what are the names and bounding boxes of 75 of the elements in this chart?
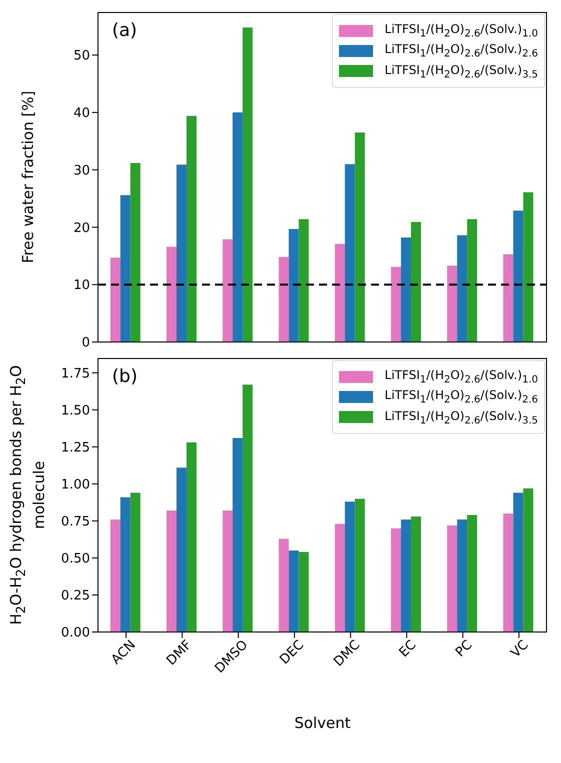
bar [334, 524, 345, 632]
bar [232, 438, 243, 632]
bar [400, 519, 411, 632]
annotation: (a) [112, 20, 138, 41]
bar [242, 27, 253, 342]
y-tick-label: 10 [73, 278, 90, 294]
y-tick-label: 1.00 [61, 478, 90, 493]
y-tick-label: 0.50 [61, 552, 90, 567]
x-axis-title: Solvent [293, 714, 352, 732]
y-tick-label: 0.75 [61, 514, 90, 530]
bar [400, 238, 411, 342]
x-tick-label: PC [452, 638, 476, 660]
bar [447, 525, 458, 632]
bar [222, 239, 233, 342]
y-tick-label: 1.50 [61, 403, 90, 418]
bar [242, 384, 253, 632]
bar [457, 519, 468, 632]
bar [298, 219, 309, 342]
bar [457, 235, 468, 342]
annotation: (b) [112, 366, 138, 387]
legend-label: LiTFSI$_{1}$/(H$_{2}$O)$_{2.6}$/(Solv.)$_{1.0}$ [384, 22, 538, 40]
legend-label: LiTFSI$_{1}$/(H$_{2}$O)$_{2.6}$/(Solv.)$_{2.6}$ [384, 388, 538, 406]
bar [278, 257, 289, 342]
bar [110, 519, 120, 632]
bar [110, 258, 120, 342]
bar [354, 132, 365, 342]
y-tick-label: 40 [73, 106, 90, 122]
bar [222, 510, 233, 632]
legend-label: LiTFSI$_{1}$/(H$_{2}$O)$_{2.6}$/(Solv.)$_{3.5}$ [384, 62, 538, 80]
bar [130, 162, 140, 342]
y-tick-label: 50 [73, 48, 90, 64]
y-tick-label: 1.25 [61, 440, 90, 456]
y-tick-label: 0.25 [61, 588, 90, 604]
x-tick-label: VC [508, 638, 532, 661]
bar [186, 116, 196, 342]
bar [298, 552, 309, 632]
legend-label: LiTFSI$_{1}$/(H$_{2}$O)$_{2.6}$/(Solv.)$_{1.0}$ [384, 368, 538, 386]
bar [344, 502, 355, 632]
bar [334, 244, 345, 342]
y-tick-label: 0.00 [61, 626, 90, 641]
bar [288, 228, 299, 342]
y-tick-label: 0 [82, 336, 90, 351]
bar [176, 164, 186, 342]
bar [513, 210, 524, 342]
bar [523, 488, 534, 632]
bar [344, 164, 355, 342]
legend-label: LiTFSI$_{1}$/(H$_{2}$O)$_{2.6}$/(Solv.)$_{2.6}$ [384, 42, 538, 60]
y-tick-label: 1.75 [61, 366, 90, 382]
bar [390, 266, 401, 342]
bar [232, 112, 243, 342]
legend-label: LiTFSI$_{1}$/(H$_{2}$O)$_{2.6}$/(Solv.)$_{3.5}$ [384, 408, 538, 426]
bar [186, 442, 196, 632]
x-tick-label: EC [396, 638, 420, 660]
bar [503, 254, 514, 342]
bar [120, 195, 130, 342]
bar [120, 497, 130, 632]
y-axis-title: Free water fraction [%] [18, 90, 38, 264]
bar [410, 516, 421, 632]
bar [130, 492, 140, 632]
bar [447, 266, 458, 342]
bar [390, 528, 401, 632]
bar [176, 468, 186, 632]
bar [354, 498, 365, 632]
bar [513, 492, 524, 632]
bar [467, 219, 478, 342]
bar [410, 222, 421, 342]
bar [166, 510, 176, 632]
bar [503, 514, 514, 632]
y-tick-label: 30 [73, 163, 90, 178]
bar [288, 550, 299, 632]
y-tick-label: 20 [73, 220, 90, 236]
bar [523, 192, 534, 342]
bar [166, 246, 176, 342]
bar [467, 514, 478, 632]
bar [278, 538, 289, 632]
